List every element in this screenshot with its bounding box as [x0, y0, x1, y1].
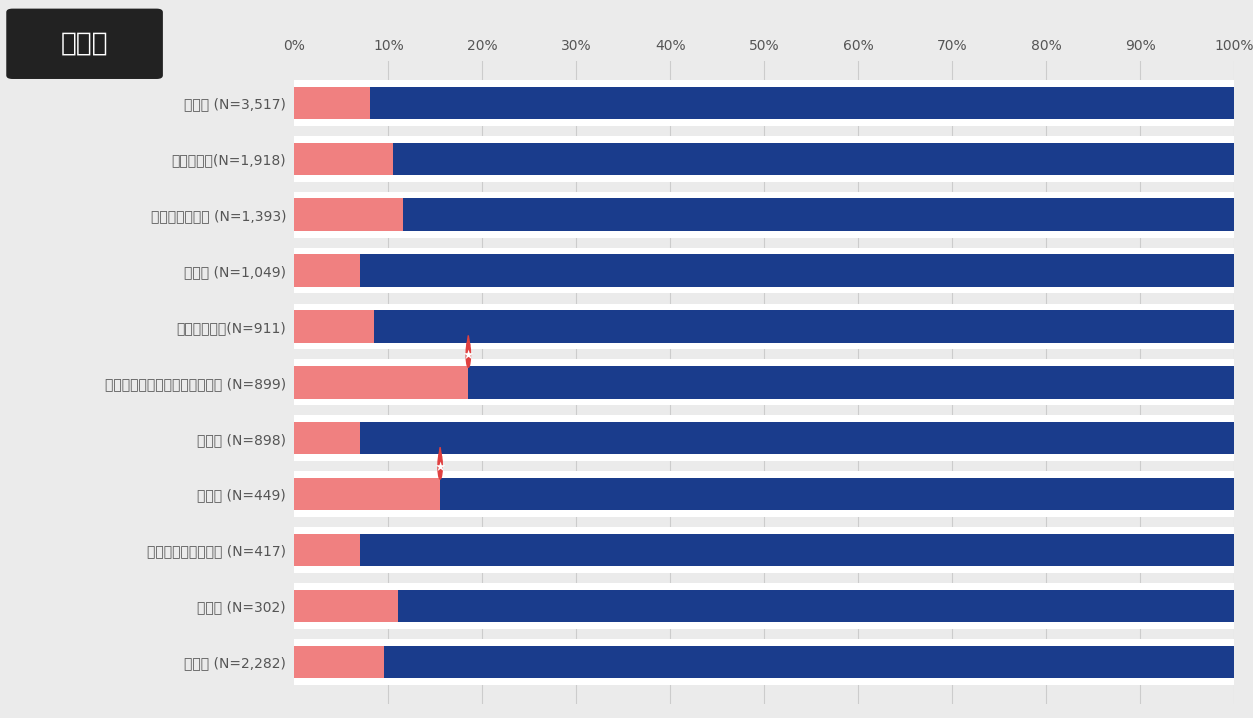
FancyBboxPatch shape	[294, 248, 1234, 294]
Bar	[375, 310, 1234, 342]
FancyBboxPatch shape	[294, 360, 1234, 405]
Bar	[294, 533, 361, 567]
Text: 業種別: 業種別	[60, 31, 109, 57]
FancyBboxPatch shape	[294, 136, 1234, 182]
Bar	[294, 254, 361, 286]
Bar	[361, 254, 1234, 286]
FancyBboxPatch shape	[294, 80, 1234, 126]
Bar	[398, 589, 1234, 622]
Bar	[294, 143, 393, 175]
FancyBboxPatch shape	[294, 415, 1234, 461]
Bar	[361, 422, 1234, 454]
FancyBboxPatch shape	[294, 304, 1234, 350]
Polygon shape	[467, 335, 470, 345]
Bar	[370, 87, 1234, 119]
Bar	[294, 645, 383, 678]
Bar	[440, 478, 1234, 510]
Text: ★: ★	[462, 349, 474, 362]
Bar	[294, 87, 370, 119]
Bar	[294, 422, 361, 454]
Bar	[294, 478, 440, 510]
Bar	[294, 310, 375, 342]
Bar	[294, 366, 469, 398]
Bar	[393, 143, 1234, 175]
Bar	[294, 589, 398, 622]
FancyBboxPatch shape	[294, 639, 1234, 685]
Bar	[469, 366, 1234, 398]
Circle shape	[439, 453, 442, 479]
Bar	[402, 198, 1234, 231]
Bar	[294, 198, 402, 231]
Bar	[361, 533, 1234, 567]
Circle shape	[466, 342, 470, 367]
FancyBboxPatch shape	[294, 527, 1234, 573]
FancyBboxPatch shape	[294, 583, 1234, 629]
Polygon shape	[439, 447, 441, 457]
Bar	[383, 645, 1234, 678]
FancyBboxPatch shape	[294, 471, 1234, 517]
Text: ★: ★	[435, 461, 446, 474]
FancyBboxPatch shape	[294, 192, 1234, 238]
